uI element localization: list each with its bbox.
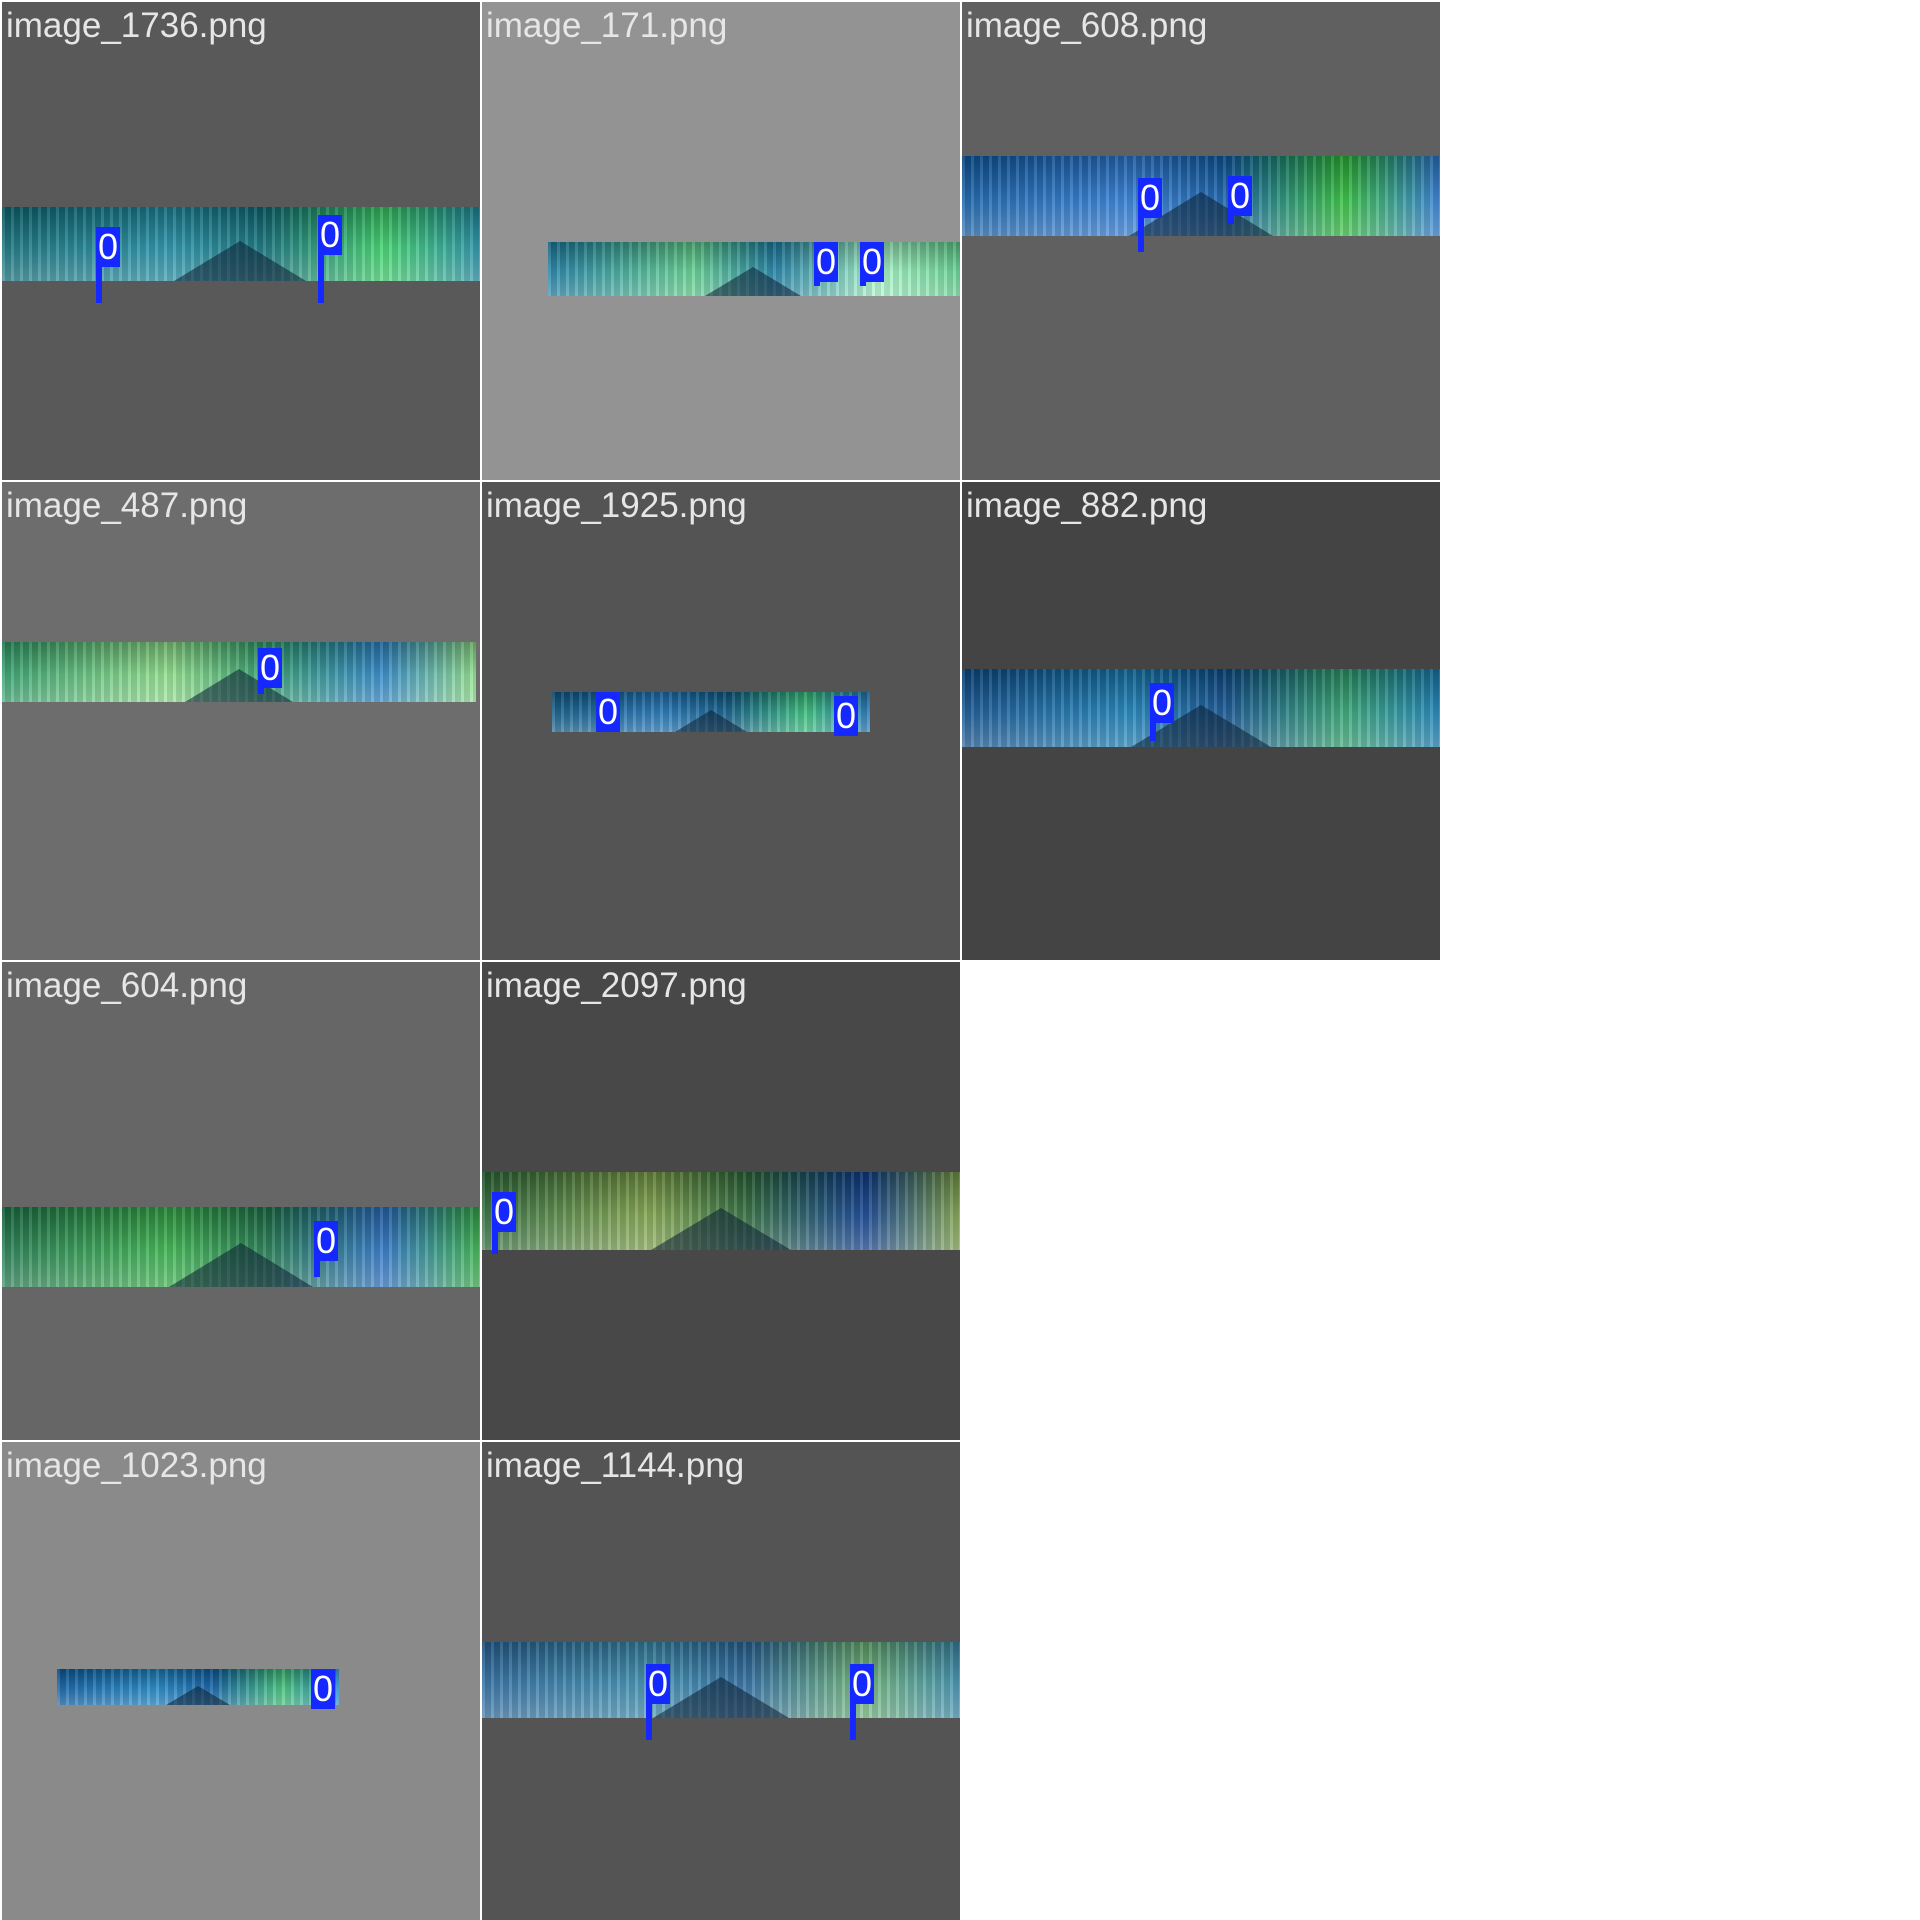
detection-box[interactable]: 0 [258, 648, 282, 694]
tile-filename-label: image_1925.png [486, 486, 747, 525]
panorama-image [482, 1642, 960, 1718]
detection-box[interactable]: 0 [314, 1221, 338, 1277]
panorama-image [962, 669, 1440, 747]
panorama-image [2, 1207, 480, 1287]
detection-class-label: 0 [860, 241, 884, 282]
image-tile[interactable]: image_604.png 0 [2, 962, 480, 1440]
image-tile[interactable]: image_882.png 0 [962, 482, 1440, 960]
image-tile[interactable]: image_2097.png 0 [482, 962, 960, 1440]
detection-box[interactable]: 0 [814, 242, 838, 286]
detection-box[interactable]: 0 [492, 1192, 516, 1254]
tile-filename-label: image_604.png [6, 966, 248, 1005]
image-tile[interactable]: image_487.png 0 [2, 482, 480, 960]
road-shape [705, 267, 802, 296]
tile-filename-label: image_608.png [966, 6, 1208, 45]
road-shape [169, 1243, 313, 1287]
road-shape [165, 1686, 230, 1705]
panorama-image [2, 207, 480, 281]
panorama-image [57, 1669, 339, 1705]
image-tile[interactable]: image_1144.png 0 0 [482, 1442, 960, 1920]
road-shape [650, 1208, 791, 1250]
tile-filename-label: image_171.png [486, 6, 728, 45]
road-shape [174, 241, 307, 281]
detection-class-label: 0 [258, 647, 282, 688]
detection-class-label: 0 [850, 1663, 874, 1704]
panorama-image [962, 156, 1440, 236]
detection-box[interactable]: 0 [850, 1664, 874, 1740]
image-tile[interactable]: image_171.png 0 0 [482, 2, 960, 480]
image-tile[interactable]: image_1925.png 0 0 [482, 482, 960, 960]
detection-class-label: 0 [834, 695, 858, 736]
detection-class-label: 0 [492, 1191, 516, 1232]
detection-box[interactable]: 0 [1228, 176, 1252, 224]
image-tile[interactable]: image_608.png 0 0 [962, 2, 1440, 480]
tile-filename-label: image_487.png [6, 486, 248, 525]
tile-filename-label: image_1023.png [6, 1446, 267, 1485]
detection-box[interactable]: 0 [1150, 683, 1174, 741]
tile-filename-label: image_882.png [966, 486, 1208, 525]
detection-box[interactable]: 0 [860, 242, 884, 286]
detection-box[interactable]: 0 [96, 227, 120, 303]
detection-box[interactable]: 0 [834, 696, 858, 736]
detection-class-label: 0 [646, 1663, 670, 1704]
detection-box[interactable]: 0 [1138, 178, 1162, 252]
detection-box[interactable]: 0 [646, 1664, 670, 1740]
image-tile[interactable]: image_1736.png 0 0 [2, 2, 480, 480]
road-shape [675, 710, 747, 732]
detection-class-label: 0 [1138, 177, 1162, 218]
tile-filename-label: image_1736.png [6, 6, 267, 45]
detection-class-label: 0 [1150, 682, 1174, 723]
panorama-image [548, 242, 960, 296]
panorama-image [482, 1172, 960, 1250]
tile-filename-label: image_2097.png [486, 966, 747, 1005]
panorama-image [2, 642, 476, 702]
detection-box[interactable]: 0 [311, 1669, 335, 1709]
detection-class-label: 0 [596, 691, 620, 732]
detection-class-label: 0 [314, 1220, 338, 1261]
detection-class-label: 0 [1228, 175, 1252, 216]
detection-class-label: 0 [318, 214, 342, 255]
detection-class-label: 0 [311, 1668, 335, 1709]
detection-box[interactable]: 0 [596, 692, 620, 732]
tile-filename-label: image_1144.png [486, 1446, 745, 1485]
detection-box[interactable]: 0 [318, 215, 342, 303]
detection-class-label: 0 [96, 226, 120, 267]
detection-class-label: 0 [814, 241, 838, 282]
image-tile[interactable]: image_1023.png 0 [2, 1442, 480, 1920]
road-shape [652, 1677, 789, 1718]
